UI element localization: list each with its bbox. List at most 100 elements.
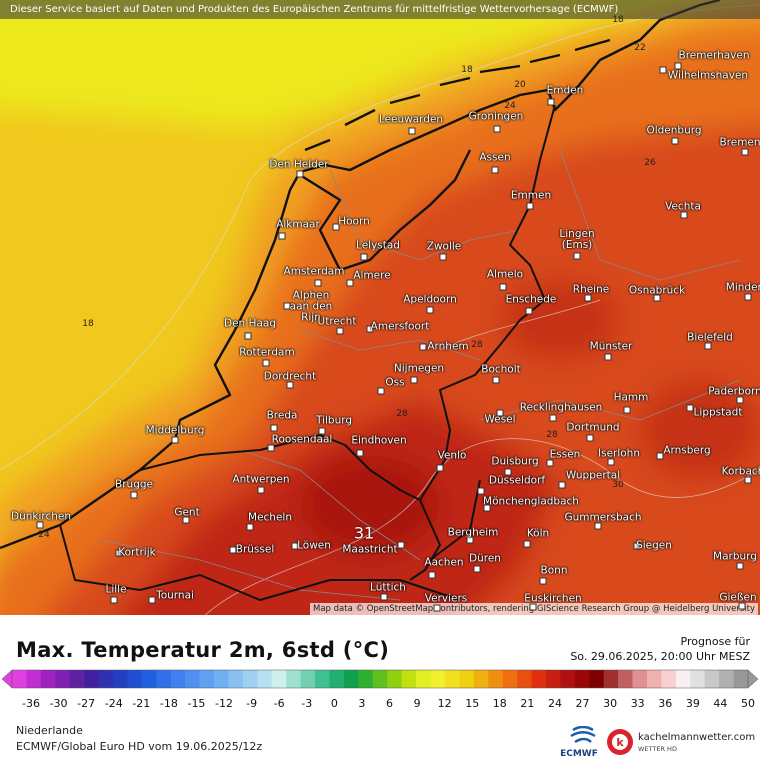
city-label: Alkmaar — [276, 218, 320, 231]
map-canvas — [0, 0, 760, 615]
tick-label: -6 — [273, 697, 285, 710]
city-marker — [428, 571, 436, 579]
city-marker — [744, 293, 752, 301]
city-label: Essen — [549, 448, 581, 461]
color-swatch — [55, 670, 71, 688]
city-label: Bocholt — [481, 363, 521, 376]
city-marker — [492, 376, 500, 384]
isotherm-label: 24 — [38, 530, 50, 540]
city-marker — [291, 542, 299, 550]
city-label: Den Helder — [269, 158, 329, 171]
color-swatch — [444, 670, 460, 688]
color-bar — [1, 669, 759, 689]
color-swatch — [315, 670, 330, 688]
color-swatch — [603, 670, 619, 688]
tick-label: 18 — [492, 697, 507, 710]
color-swatch — [545, 670, 561, 688]
color-swatch — [589, 670, 604, 688]
color-swatch — [84, 670, 99, 688]
city-marker — [499, 283, 507, 291]
bar-arrow-left — [1, 669, 13, 689]
isotherm-label: 28 — [396, 409, 408, 419]
city-label: Rheine — [572, 283, 610, 296]
color-swatch — [69, 670, 85, 688]
tick-label: -12 — [215, 697, 234, 710]
color-swatch — [632, 670, 648, 688]
tick-label: 0 — [330, 697, 338, 710]
color-swatch — [733, 670, 749, 688]
temperature-field — [0, 0, 760, 615]
city-marker — [314, 279, 322, 287]
tick-label: 30 — [603, 697, 618, 710]
tick-label: -24 — [104, 697, 123, 710]
city-label: Groningen — [468, 110, 524, 123]
city-marker — [36, 521, 44, 529]
city-marker — [466, 536, 474, 544]
map: Dieser Service basiert auf Daten und Pro… — [0, 0, 760, 615]
city-marker — [504, 468, 512, 476]
city-label: Gent — [174, 506, 200, 519]
city-marker — [296, 170, 304, 178]
color-swatch — [199, 670, 215, 688]
city-label: Enschede — [505, 293, 557, 306]
color-swatch — [12, 670, 27, 688]
city-marker — [257, 486, 265, 494]
city-label: Köln — [526, 527, 550, 540]
color-swatch — [401, 670, 417, 688]
city-marker — [477, 487, 485, 495]
city-label: Iserlohn — [598, 447, 640, 460]
color-swatch — [40, 670, 56, 688]
city-label: Oss — [385, 376, 405, 389]
tick-label: -9 — [246, 697, 258, 710]
city-marker — [607, 458, 615, 466]
city-marker — [244, 332, 252, 340]
city-label: Bergheim — [447, 526, 499, 539]
city-label: Arnhem — [427, 340, 469, 353]
isotherm-label: 18 — [612, 15, 624, 25]
city-marker — [130, 491, 138, 499]
city-marker — [332, 223, 340, 231]
tick-label: 36 — [658, 697, 673, 710]
city-marker — [229, 546, 237, 554]
city-marker — [397, 541, 405, 549]
color-swatch — [661, 670, 677, 688]
tick-label: -21 — [132, 697, 151, 710]
city-label: Gummersbach — [564, 511, 642, 524]
bar-arrow-right — [747, 669, 759, 689]
color-swatch — [473, 670, 489, 688]
city-marker — [360, 253, 368, 261]
city-label: Euskirchen — [524, 592, 582, 605]
color-swatch — [257, 670, 273, 688]
city-label: Wesel — [484, 413, 516, 426]
city-marker — [594, 522, 602, 530]
color-swatch — [98, 670, 114, 688]
model-run: ECMWF/Global Euro HD vom 19.06.2025/12z — [16, 740, 263, 753]
color-swatch — [517, 670, 532, 688]
color-swatch — [214, 670, 229, 688]
tick-label: 44 — [713, 697, 728, 710]
city-marker — [377, 387, 385, 395]
city-label: Brügge — [115, 478, 153, 491]
city-marker — [744, 476, 752, 484]
forecast-valid: So. 29.06.2025, 20:00 Uhr MESZ — [570, 650, 750, 663]
isotherm-label: 18 — [461, 65, 473, 75]
tick-label: 3 — [358, 697, 366, 710]
city-label: Zwolle — [426, 240, 462, 253]
city-marker — [526, 202, 534, 210]
tick-label: 24 — [547, 697, 562, 710]
color-swatch — [343, 670, 359, 688]
color-swatch — [430, 670, 446, 688]
city-label: Mecheln — [248, 511, 292, 524]
city-marker — [436, 464, 444, 472]
isotherm-label: 28 — [471, 340, 483, 350]
isotherm-label: 26 — [644, 158, 656, 168]
isotherm-label: 31 — [353, 523, 375, 543]
city-marker — [262, 359, 270, 367]
city-label: Oldenburg — [646, 124, 702, 137]
color-swatch — [185, 670, 200, 688]
city-label: Düsseldorf — [488, 474, 546, 487]
city-marker — [525, 307, 533, 315]
city-marker — [410, 376, 418, 384]
city-label: Düren — [469, 552, 501, 565]
city-label: Emmen — [510, 189, 552, 202]
